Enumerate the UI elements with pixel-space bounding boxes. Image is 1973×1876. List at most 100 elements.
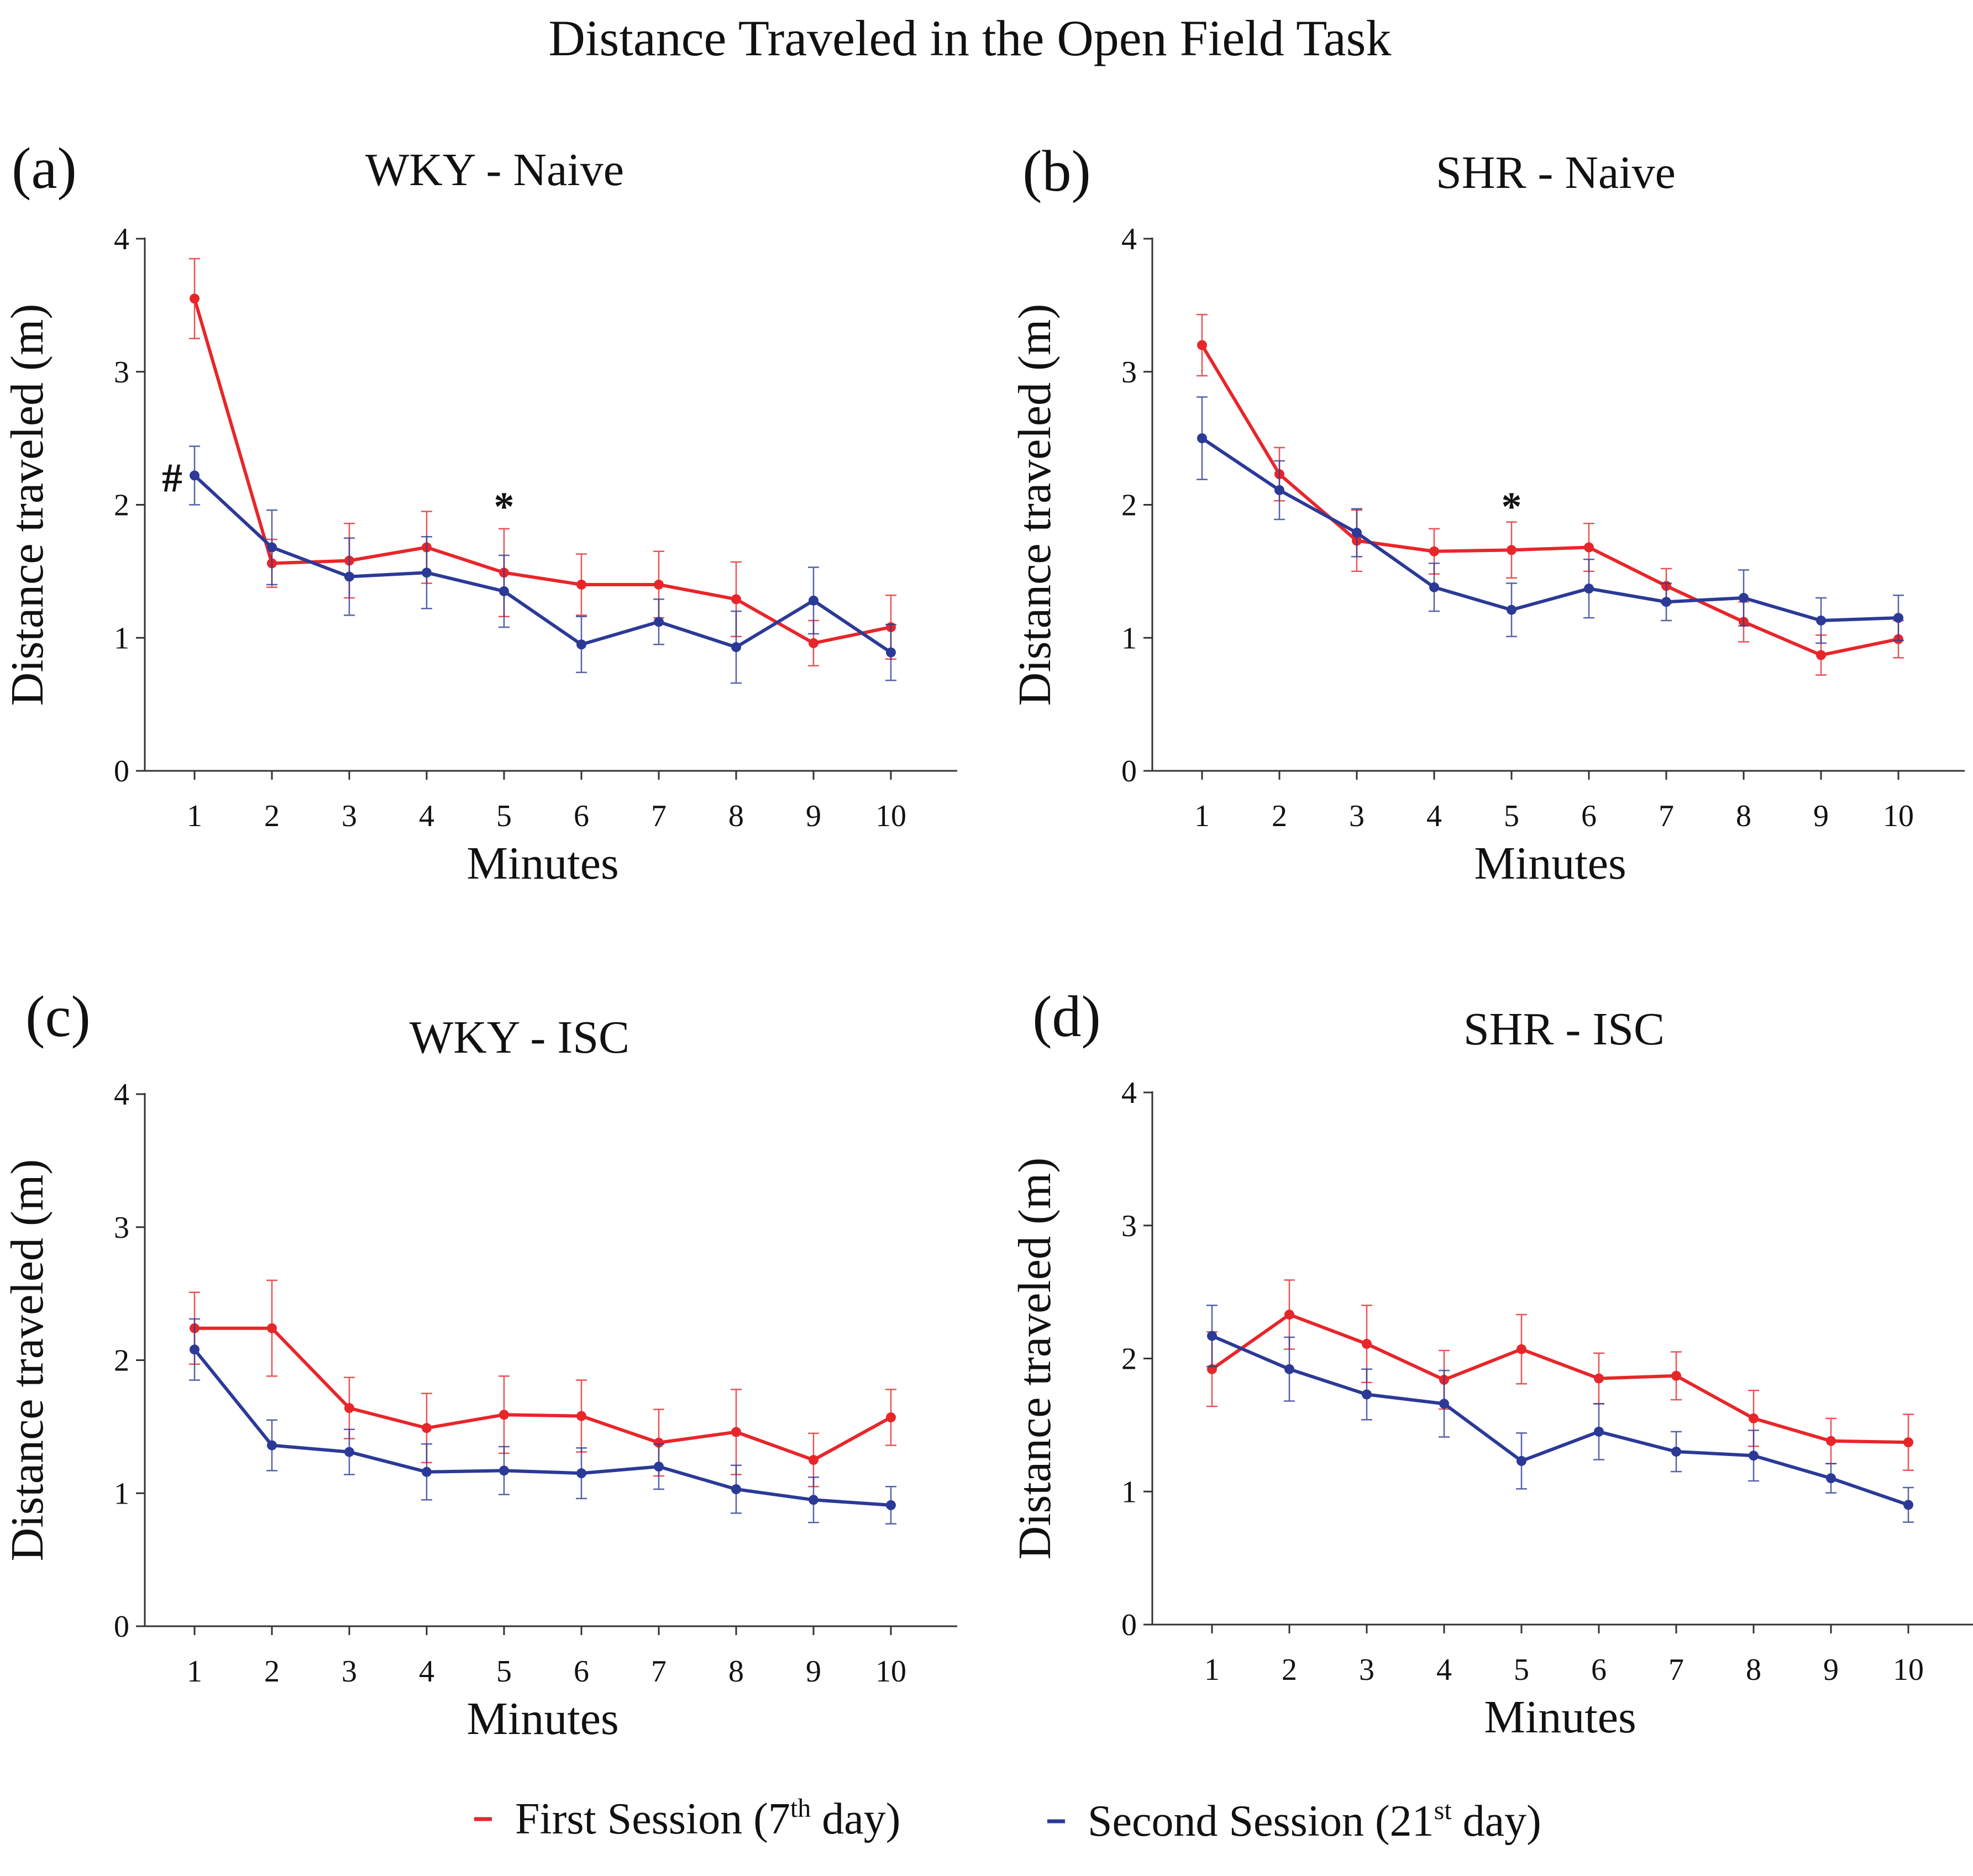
data-point <box>1584 584 1594 594</box>
legend-label-main: Second Session (21 <box>1088 1797 1434 1846</box>
panel-title: WKY - ISC <box>410 1012 629 1063</box>
data-point <box>344 1447 354 1457</box>
y-axis-label: Distance traveled (m) <box>1009 304 1061 706</box>
data-point <box>1274 485 1284 496</box>
data-point <box>267 1440 277 1451</box>
series-first <box>189 1279 896 1488</box>
data-point <box>1584 542 1594 553</box>
x-tick-label: 3 <box>1349 799 1365 833</box>
x-tick-label: 5 <box>1504 799 1519 833</box>
y-tick-label: 1 <box>1121 1475 1137 1509</box>
data-point <box>1671 1370 1681 1381</box>
x-tick-label: 9 <box>806 799 821 833</box>
y-axis-label: Distance traveled (m) <box>2 304 53 706</box>
data-point <box>1826 1436 1836 1446</box>
y-tick-label: 1 <box>1121 621 1137 655</box>
y-tick-label: 3 <box>1121 1209 1137 1243</box>
data-point <box>267 1323 277 1333</box>
data-point <box>422 567 432 578</box>
data-point <box>1284 1364 1294 1374</box>
data-point <box>1749 1413 1759 1423</box>
legend-label-end: day) <box>1452 1797 1541 1846</box>
series-second <box>189 445 896 684</box>
legend-label-sup: st <box>1434 1796 1452 1825</box>
data-point <box>1893 613 1903 623</box>
data-point <box>886 1500 896 1510</box>
y-tick-label: 2 <box>1121 1342 1137 1376</box>
y-tick-label: 0 <box>114 1610 129 1644</box>
data-point <box>1284 1310 1294 1320</box>
x-tick-label: 3 <box>1359 1653 1374 1687</box>
x-tick-label: 1 <box>1204 1653 1220 1687</box>
data-point <box>1903 1500 1913 1510</box>
data-point <box>809 1495 818 1505</box>
series-first <box>1197 313 1904 676</box>
x-tick-label: 4 <box>419 799 434 833</box>
series-line <box>193 1348 891 1507</box>
x-tick-label: 5 <box>1514 1653 1529 1687</box>
data-point <box>190 293 200 304</box>
data-point <box>1507 545 1517 555</box>
data-point <box>499 586 509 596</box>
significance-marker: * <box>1502 485 1522 530</box>
series-line <box>1211 1334 1909 1507</box>
panel-letter: (c) <box>25 984 91 1049</box>
y-tick-label: 3 <box>114 1211 129 1245</box>
data-point <box>654 617 664 627</box>
x-tick-label: 2 <box>264 799 280 833</box>
x-axis-label: Minutes <box>466 838 618 889</box>
data-point <box>1207 1331 1217 1341</box>
y-tick-label: 0 <box>1121 754 1137 789</box>
y-axis-label: Distance traveled (m) <box>1009 1158 1061 1560</box>
x-tick-label: 8 <box>728 799 744 833</box>
data-point <box>1594 1426 1604 1437</box>
series-line <box>1211 1313 1909 1444</box>
x-tick-label: 3 <box>342 799 357 833</box>
data-point <box>344 571 354 582</box>
x-tick-label: 2 <box>1272 799 1287 833</box>
data-point <box>1429 582 1439 592</box>
y-tick-label: 1 <box>114 1476 129 1511</box>
x-tick-label: 2 <box>264 1654 280 1689</box>
data-point <box>1197 340 1207 350</box>
legend-item-second: Second Session (21st day) <box>1047 1796 1541 1846</box>
x-tick-label: 5 <box>496 799 512 833</box>
data-point <box>190 470 200 481</box>
data-point <box>1362 1389 1372 1400</box>
series-second <box>1197 396 1904 644</box>
significance-marker: # <box>162 455 182 501</box>
x-tick-label: 8 <box>1746 1653 1761 1687</box>
x-tick-label: 3 <box>342 1654 357 1689</box>
y-tick-label: 4 <box>114 222 129 256</box>
data-point <box>1439 1399 1449 1409</box>
series-line <box>195 1326 892 1462</box>
data-point <box>654 1437 664 1448</box>
panel-letter: (a) <box>12 136 77 201</box>
x-tick-label: 7 <box>651 799 667 833</box>
x-tick-label: 6 <box>574 1654 589 1689</box>
legend-label-end: day) <box>811 1795 900 1843</box>
series-second <box>189 1318 896 1525</box>
data-point <box>886 1412 896 1423</box>
data-point <box>731 1484 741 1495</box>
chart-panel-a: (a) WKY - Naive 0 1 2 3 4 1 2 3 4 5 6 7 8 9 10 Minutes Dis… <box>2 136 957 889</box>
data-point <box>190 1344 200 1355</box>
x-tick-label: 10 <box>1893 1653 1924 1687</box>
chart-panel-c: (c) WKY - ISC 0 1 2 3 4 1 2 3 4 5 6 7 8 9 10 Minutes Dista… <box>2 984 957 1744</box>
data-point <box>499 1465 509 1476</box>
series-line <box>193 474 892 654</box>
series-first <box>189 258 896 667</box>
x-tick-label: 9 <box>1823 1653 1839 1687</box>
data-point <box>344 1403 354 1413</box>
chart-panel-d: (d) SHR - ISC 0 1 2 3 4 1 2 3 4 5 6 7 8 9 10 Minutes Dista… <box>1009 984 1973 1743</box>
x-tick-label: 7 <box>651 1654 667 1689</box>
x-tick-label: 6 <box>574 799 589 833</box>
legend-item-first: First Session (7th day) <box>474 1794 900 1843</box>
x-axis-label: Minutes <box>1474 838 1626 889</box>
legend-label-main: First Session (7 <box>515 1795 790 1843</box>
data-point <box>654 1462 664 1472</box>
series-line <box>193 298 891 645</box>
data-point <box>809 638 818 648</box>
